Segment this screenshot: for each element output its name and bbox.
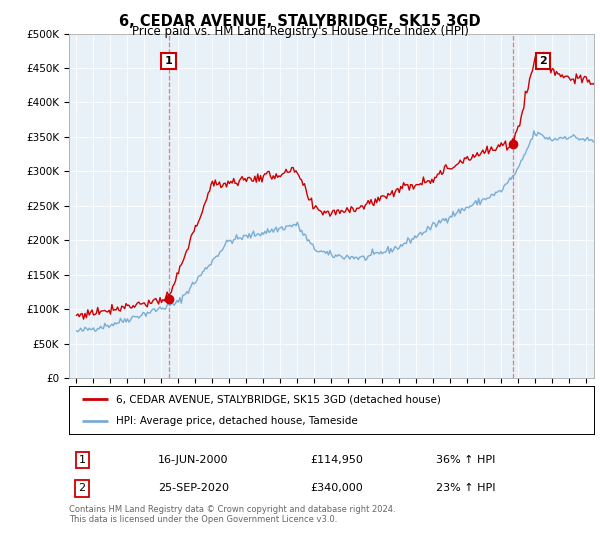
- Text: 6, CEDAR AVENUE, STALYBRIDGE, SK15 3GD (detached house): 6, CEDAR AVENUE, STALYBRIDGE, SK15 3GD (…: [116, 394, 441, 404]
- Text: Price paid vs. HM Land Registry's House Price Index (HPI): Price paid vs. HM Land Registry's House …: [131, 25, 469, 38]
- Text: 25-SEP-2020: 25-SEP-2020: [158, 483, 229, 493]
- Text: 16-JUN-2000: 16-JUN-2000: [158, 455, 229, 465]
- Text: 2: 2: [79, 483, 86, 493]
- Text: 23% ↑ HPI: 23% ↑ HPI: [437, 483, 496, 493]
- Text: Contains HM Land Registry data © Crown copyright and database right 2024.
This d: Contains HM Land Registry data © Crown c…: [69, 505, 395, 524]
- Text: 2: 2: [539, 56, 547, 66]
- Text: 6, CEDAR AVENUE, STALYBRIDGE, SK15 3GD: 6, CEDAR AVENUE, STALYBRIDGE, SK15 3GD: [119, 14, 481, 29]
- Text: 1: 1: [79, 455, 86, 465]
- Text: HPI: Average price, detached house, Tameside: HPI: Average price, detached house, Tame…: [116, 416, 358, 426]
- Text: 36% ↑ HPI: 36% ↑ HPI: [437, 455, 496, 465]
- Text: £340,000: £340,000: [311, 483, 363, 493]
- Text: 1: 1: [164, 56, 172, 66]
- Text: £114,950: £114,950: [311, 455, 364, 465]
